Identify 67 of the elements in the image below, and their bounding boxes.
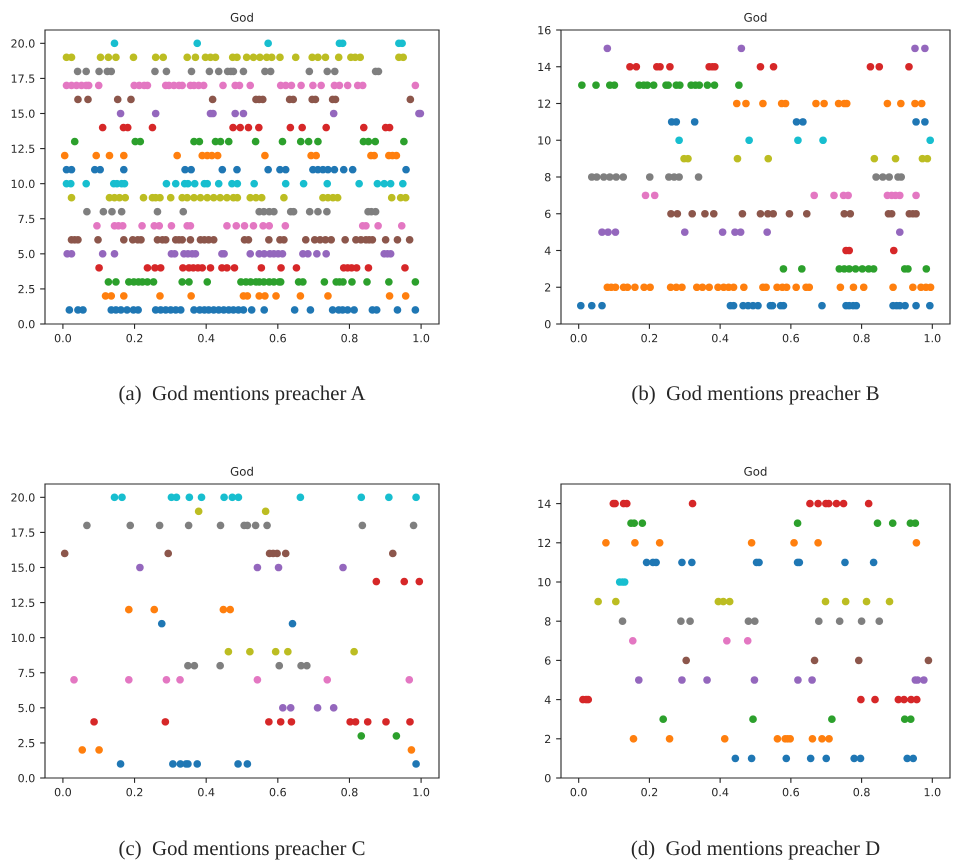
y-tick-label: 2.5 bbox=[18, 738, 34, 748]
y-tick-label: 15.0 bbox=[12, 563, 35, 572]
y-tick-label: 10.0 bbox=[12, 634, 35, 642]
x-tick-label: 0.2 bbox=[641, 788, 658, 796]
y-tick-label: 7.5 bbox=[18, 668, 34, 678]
chart-title: God bbox=[744, 12, 766, 22]
x-tick-label: 0.8 bbox=[853, 334, 870, 342]
x-tick-label: 0.2 bbox=[126, 334, 142, 342]
y-tick-label: 2 bbox=[545, 283, 550, 292]
x-tick-label: 0.8 bbox=[853, 788, 870, 796]
y-tick-label: 16 bbox=[538, 26, 551, 34]
chart-title: God bbox=[230, 466, 253, 476]
x-tick-label: 0.0 bbox=[570, 334, 587, 342]
y-tick-label: 2.5 bbox=[18, 284, 34, 294]
x-tick-label: 0.6 bbox=[270, 334, 286, 342]
y-tick-label: 5.0 bbox=[18, 704, 35, 712]
text: (b) God mentions preacher B bbox=[632, 386, 879, 404]
y-tick-label: 2 bbox=[545, 734, 550, 744]
x-tick-label: 0.4 bbox=[712, 334, 728, 342]
x-tick-label: 1.0 bbox=[413, 334, 430, 342]
y-tick-label: 8 bbox=[544, 172, 551, 182]
x-tick-label: 0.0 bbox=[570, 788, 587, 796]
text: (d) God mentions preacher D bbox=[632, 840, 880, 860]
chart-title: God bbox=[744, 466, 766, 476]
x-tick-label: 1.0 bbox=[924, 334, 940, 342]
y-tick-label: 12.5 bbox=[12, 144, 34, 153]
y-tick-label: 12 bbox=[538, 538, 550, 548]
y-tick-label: 14 bbox=[538, 62, 551, 71]
x-tick-label: 0.0 bbox=[54, 334, 72, 342]
x-tick-label: 0.0 bbox=[54, 788, 72, 796]
chart-title: God bbox=[230, 12, 253, 22]
x-tick-label: 1.0 bbox=[924, 788, 940, 796]
x-tick-label: 0.8 bbox=[341, 334, 358, 342]
x-tick-label: 0.4 bbox=[198, 788, 214, 796]
y-tick-label: 17.5 bbox=[12, 74, 34, 83]
text: (c) God mentions preacher C bbox=[119, 840, 364, 860]
y-tick-label: 0.0 bbox=[18, 320, 35, 328]
y-tick-label: 0 bbox=[544, 774, 551, 782]
y-tick-label: 0.0 bbox=[18, 774, 35, 782]
y-tick-label: 5.0 bbox=[18, 250, 35, 258]
x-tick-label: 0.6 bbox=[270, 788, 286, 796]
y-tick-label: 6 bbox=[544, 656, 551, 665]
y-tick-label: 17.5 bbox=[12, 528, 34, 537]
x-tick-label: 0.2 bbox=[641, 334, 658, 342]
y-tick-label: 6 bbox=[544, 210, 551, 218]
y-tick-label: 8 bbox=[544, 617, 551, 626]
x-tick-label: 1.0 bbox=[413, 788, 430, 796]
y-tick-label: 0 bbox=[544, 320, 551, 328]
y-tick-label: 14 bbox=[538, 500, 551, 508]
y-tick-label: 7.5 bbox=[18, 214, 34, 224]
y-tick-label: 12 bbox=[538, 99, 550, 108]
x-tick-label: 0.6 bbox=[782, 334, 799, 342]
y-tick-label: 4 bbox=[544, 696, 551, 704]
y-tick-label: 20.0 bbox=[11, 39, 35, 48]
x-tick-label: 0.4 bbox=[198, 334, 214, 342]
y-tick-label: 10 bbox=[538, 578, 551, 586]
y-tick-label: 12.5 bbox=[12, 598, 34, 607]
y-tick-label: 10.0 bbox=[12, 180, 35, 188]
y-tick-label: 10 bbox=[538, 136, 551, 145]
y-tick-label: 15.0 bbox=[12, 109, 35, 118]
x-tick-label: 0.8 bbox=[341, 788, 358, 796]
y-tick-label: 20.0 bbox=[11, 493, 35, 502]
y-tick-label: 4 bbox=[544, 246, 551, 255]
x-tick-label: 0.4 bbox=[712, 788, 728, 796]
x-tick-label: 0.6 bbox=[782, 788, 799, 796]
x-tick-label: 0.2 bbox=[126, 788, 142, 796]
text: (a) God mentions preacher A bbox=[119, 386, 366, 404]
